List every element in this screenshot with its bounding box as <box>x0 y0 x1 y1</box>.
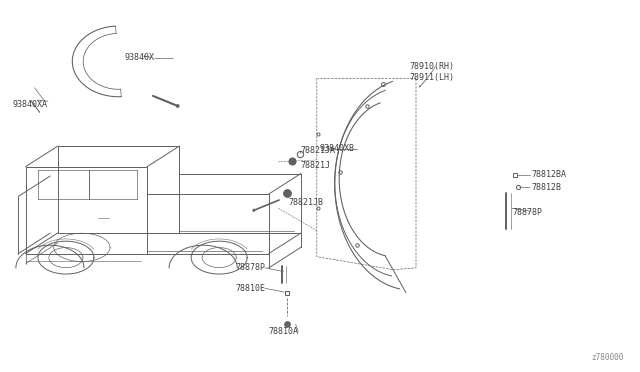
Text: z780000: z780000 <box>591 353 624 362</box>
Text: 78821JA: 78821JA <box>301 146 336 155</box>
Text: 78821J: 78821J <box>301 161 331 170</box>
Text: 78810E: 78810E <box>236 284 266 293</box>
Text: 78878P: 78878P <box>512 208 542 217</box>
Text: 78878P: 78878P <box>236 263 266 272</box>
Text: 93840XA: 93840XA <box>13 100 48 109</box>
Text: 78910(RH): 78910(RH) <box>410 62 454 71</box>
Text: 78911(LH): 78911(LH) <box>410 73 454 81</box>
Text: 78812BA: 78812BA <box>531 170 566 179</box>
Text: 93840XB: 93840XB <box>320 144 355 153</box>
Text: 78821JB: 78821JB <box>288 198 323 207</box>
Text: 78812B: 78812B <box>531 183 561 192</box>
Text: 93840X: 93840X <box>125 53 155 62</box>
Text: 78810A: 78810A <box>269 327 299 336</box>
